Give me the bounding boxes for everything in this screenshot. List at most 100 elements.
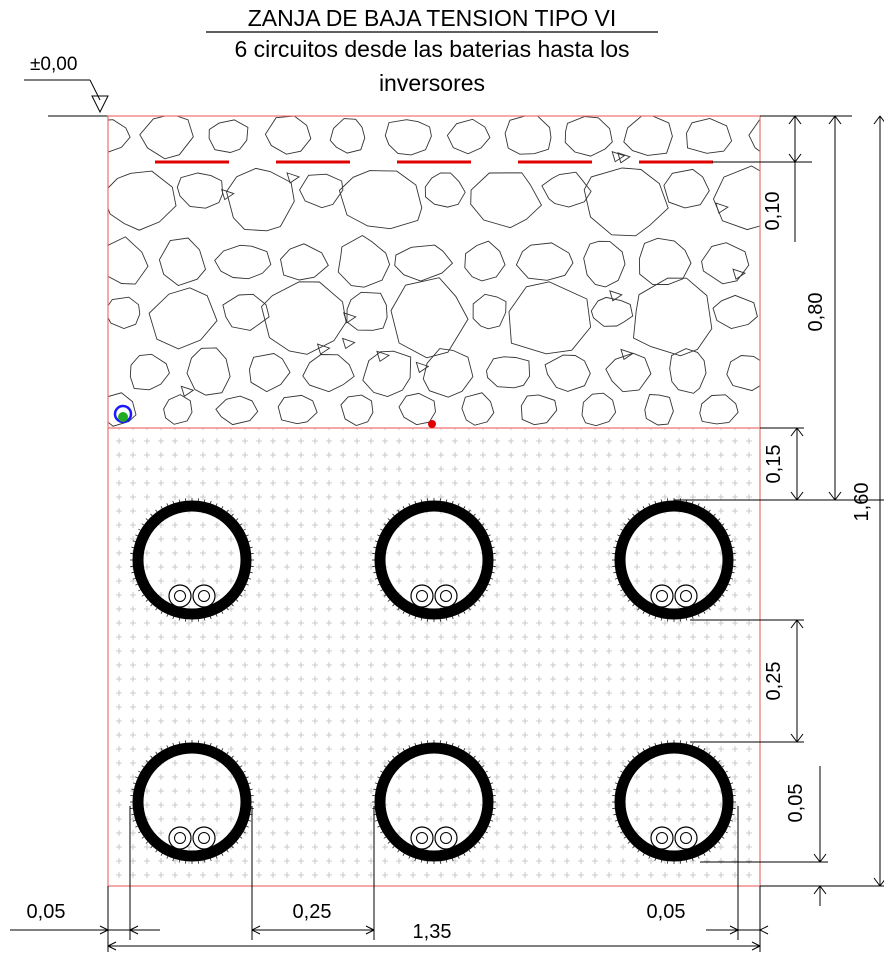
stone [108, 236, 149, 285]
cable [410, 584, 434, 608]
stone [699, 394, 739, 425]
cable [674, 584, 698, 608]
dim-cover: 0,15 [763, 445, 785, 484]
stone [663, 168, 710, 209]
stone [108, 170, 177, 231]
stone [504, 116, 552, 155]
stone [398, 392, 436, 426]
stone [340, 394, 374, 426]
cable [434, 826, 458, 850]
stone [108, 296, 141, 329]
stone [394, 244, 454, 282]
dim-horizontal-spacing: 0,25 [293, 901, 332, 923]
cable [192, 584, 216, 608]
stone [226, 167, 295, 232]
stone [544, 354, 591, 392]
stone [176, 172, 224, 209]
stone [713, 165, 760, 231]
dim-row-spacing: 0,25 [763, 662, 785, 701]
stone [583, 240, 626, 288]
stone-chip [341, 337, 356, 350]
cable [650, 584, 674, 608]
stone [581, 392, 617, 427]
stone [686, 118, 733, 154]
stone [248, 353, 291, 393]
stone-chip [617, 152, 631, 164]
pipe [372, 740, 496, 864]
stone [214, 244, 272, 280]
level-mark-label: ±0,00 [30, 54, 77, 75]
pipe [372, 498, 496, 622]
stone [759, 258, 760, 260]
dim-total-depth: 1,60 [851, 483, 873, 522]
stone [446, 118, 491, 155]
dim-bottom-clearance: 0,05 [785, 784, 807, 823]
stone [338, 170, 423, 230]
stone [158, 237, 207, 287]
cable [650, 826, 674, 850]
stone [422, 348, 474, 398]
cable [192, 826, 216, 850]
stone [701, 242, 750, 285]
stone [299, 173, 344, 209]
sand-fill-layer [108, 428, 760, 886]
stone [215, 395, 259, 426]
red-marker [428, 420, 436, 428]
level-mark-symbol [24, 79, 109, 117]
stone [163, 394, 193, 425]
stone [583, 167, 669, 237]
cable [410, 826, 434, 850]
stone [384, 119, 432, 156]
drawing-subtitle-line1: 6 circuitos desde las baterias hasta los [234, 36, 629, 62]
stone-chip [316, 343, 331, 355]
stone [208, 119, 249, 153]
green-marker [118, 412, 128, 422]
stone [302, 354, 355, 393]
stone [261, 281, 347, 355]
stone [759, 405, 760, 413]
stone-chip [221, 188, 235, 201]
stone [515, 242, 574, 281]
stone [541, 171, 592, 208]
stone [669, 348, 707, 394]
stone [362, 350, 412, 397]
trench-outline [107, 115, 761, 887]
stone-chip [732, 268, 747, 280]
dimension-lines [10, 115, 884, 952]
stone [129, 353, 170, 391]
dim-upper-depth: 0,80 [805, 293, 827, 332]
cable [168, 584, 192, 608]
pipes-group [130, 498, 736, 864]
stone [470, 172, 543, 229]
dim-total-width: 1,35 [413, 921, 452, 943]
stone [638, 237, 692, 286]
stone [605, 352, 652, 393]
pipe [130, 498, 254, 622]
stone-chip [286, 172, 301, 184]
stone [564, 116, 613, 157]
stone-chip [343, 312, 357, 324]
stone-chip [609, 290, 623, 302]
stone [508, 281, 592, 355]
stone [108, 119, 131, 153]
cable [434, 584, 458, 608]
stone [148, 287, 218, 350]
stone-chip [376, 350, 390, 363]
stone [590, 296, 634, 327]
drawing-subtitle-line2: inversores [379, 70, 485, 96]
stone-chip [415, 361, 430, 374]
dim-right-clearance: 0,05 [647, 901, 686, 923]
stone [644, 394, 674, 426]
stone [472, 293, 507, 330]
stone [726, 355, 760, 392]
gravel-fill-layer [108, 116, 760, 427]
stone [520, 394, 558, 426]
stone-chip [180, 385, 195, 397]
stone [337, 234, 391, 288]
drawing-title: ZANJA DE BAJA TENSION TIPO VI [248, 5, 617, 31]
stone [633, 277, 713, 357]
pipe [130, 740, 254, 864]
stone-chip [715, 202, 729, 214]
stone-chip [611, 151, 626, 163]
